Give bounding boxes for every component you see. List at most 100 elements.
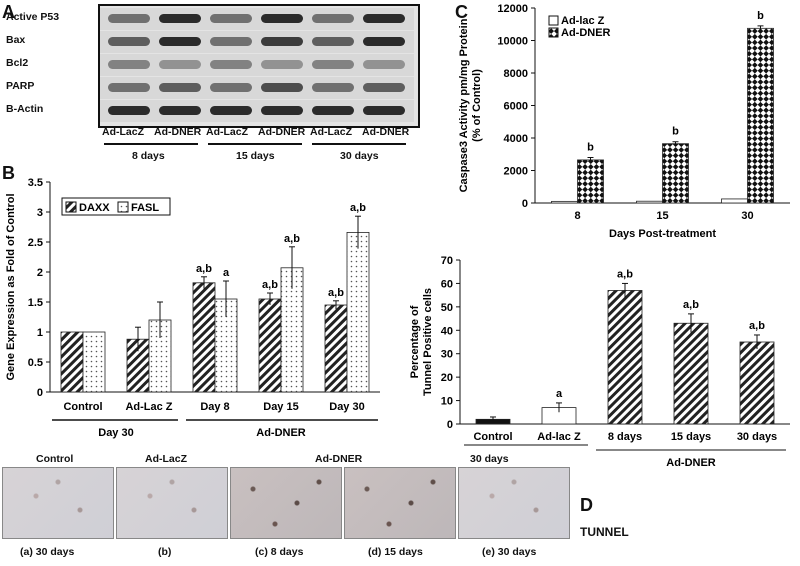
- significance-label: a,b: [617, 268, 633, 280]
- blot-lane-label: Ad-DNER: [154, 126, 202, 138]
- significance-label: a,b: [196, 263, 212, 275]
- legend-label: FASL: [131, 202, 159, 214]
- bar: [673, 322, 709, 425]
- micrograph-e: [458, 467, 570, 539]
- blot-row-label: Bcl2: [6, 57, 29, 69]
- blot-band: [210, 83, 252, 92]
- blot-strip: [100, 54, 414, 76]
- bar: [739, 341, 775, 425]
- significance-label: a,b: [262, 279, 278, 291]
- blot-strip: [100, 100, 414, 122]
- blot-band: [210, 106, 252, 115]
- y-tick-label: 0: [447, 419, 453, 431]
- significance-label: b: [587, 142, 594, 154]
- micrograph-b: [116, 467, 228, 539]
- blot-band: [261, 60, 303, 69]
- blot-band: [312, 60, 354, 69]
- micro-title-adlacz: Ad-LacZ: [145, 453, 187, 465]
- blot-band: [363, 60, 405, 69]
- blot-band: [312, 83, 354, 92]
- y-tick-label: 2000: [504, 166, 528, 178]
- blot-band: [159, 83, 201, 92]
- legend-label: DAXX: [79, 202, 110, 214]
- bar: [324, 304, 348, 393]
- micro-title-addner: Ad-DNER: [315, 453, 363, 465]
- category-label: 30 days: [737, 431, 777, 443]
- micro-caption-c: (c) 8 days: [255, 546, 304, 558]
- legend-label: Ad-lac Z: [561, 15, 605, 27]
- legend-box: [61, 197, 171, 216]
- category-label: Day 8: [200, 401, 229, 413]
- legend-swatch: [548, 15, 559, 26]
- significance-label: a,b: [350, 202, 366, 214]
- significance-label: a,b: [749, 320, 765, 332]
- bar: [60, 331, 84, 393]
- panel-letter-a: A: [2, 2, 15, 22]
- blot-time-bracket: [104, 143, 198, 145]
- y-tick-label: 3: [37, 207, 43, 219]
- y-tick-label: 2: [37, 267, 43, 279]
- blot-band: [159, 60, 201, 69]
- category-label: 15: [656, 210, 668, 222]
- blot-timepoint-label: 15 days: [236, 150, 275, 162]
- blot-band: [261, 14, 303, 23]
- blot-band: [159, 14, 201, 23]
- y-tick-label: 30: [441, 349, 453, 361]
- category-label: 8: [574, 210, 580, 222]
- y-tick-label: 10000: [497, 36, 528, 48]
- legend-swatch: [117, 201, 129, 213]
- blot-band: [261, 83, 303, 92]
- micro-title-30days: 30 days: [470, 453, 509, 465]
- group-label: Ad-DNER: [666, 457, 716, 469]
- y-axis-label: Caspase3 Activity pm/mg Protein: [458, 18, 470, 192]
- blot-band: [261, 37, 303, 46]
- blot-strip: [100, 31, 414, 53]
- micro-caption-b: (b): [158, 546, 172, 558]
- y-tick-label: 8000: [504, 68, 528, 80]
- blot-time-bracket: [208, 143, 302, 145]
- significance-label: a,b: [284, 233, 300, 245]
- blot-strip: [100, 77, 414, 99]
- blot-band: [312, 14, 354, 23]
- micrograph-d: [344, 467, 456, 539]
- y-axis-label: Gene Expression as Fold of Control: [5, 193, 17, 380]
- blot-row-label: Active P53: [6, 11, 60, 23]
- bar: [721, 198, 748, 204]
- blot-band: [210, 14, 252, 23]
- bar: [636, 200, 663, 204]
- category-label: Day 30: [329, 401, 364, 413]
- blot-band: [363, 14, 405, 23]
- category-label: 30: [741, 210, 753, 222]
- blot-timepoint-label: 30 days: [340, 150, 379, 162]
- blot-lane-label: Ad-DNER: [258, 126, 306, 138]
- category-label: Day 15: [263, 401, 298, 413]
- blot-lane-label: Ad-LacZ: [310, 126, 352, 138]
- y-tick-label: 20: [441, 372, 453, 384]
- micro-title-control: Control: [36, 453, 74, 465]
- blot-time-bracket: [312, 143, 406, 145]
- blot-timepoint-label: 8 days: [132, 150, 165, 162]
- blot-band: [159, 106, 201, 115]
- blot-band: [261, 106, 303, 115]
- significance-label: b: [672, 126, 679, 138]
- y-tick-label: 1.5: [28, 297, 43, 309]
- group-label: Ad-DNER: [256, 427, 306, 439]
- bar: [192, 282, 216, 393]
- y-axis-label: Tunnel Positive cells: [422, 288, 434, 396]
- chart-tunnel: 0 10 20 30 40 50 60 70 Percentage of Tunnel Posit…: [409, 255, 790, 469]
- category-label: Ad-Lac Z: [125, 401, 172, 413]
- significance-label: a: [556, 388, 563, 400]
- category-label: Control: [473, 431, 512, 443]
- blot-band: [108, 106, 150, 115]
- y-tick-label: 1: [37, 327, 43, 339]
- y-tick-label: 50: [441, 302, 453, 314]
- blot-band: [210, 60, 252, 69]
- y-tick-label: 70: [441, 255, 453, 267]
- y-axis-label: Percentage of: [409, 305, 421, 378]
- blot-band: [363, 37, 405, 46]
- blot-band: [108, 60, 150, 69]
- significance-label: a,b: [683, 299, 699, 311]
- significance-label: a: [223, 267, 230, 279]
- panel-letter-c: C: [455, 2, 468, 22]
- blot-row-label: PARP: [6, 80, 35, 92]
